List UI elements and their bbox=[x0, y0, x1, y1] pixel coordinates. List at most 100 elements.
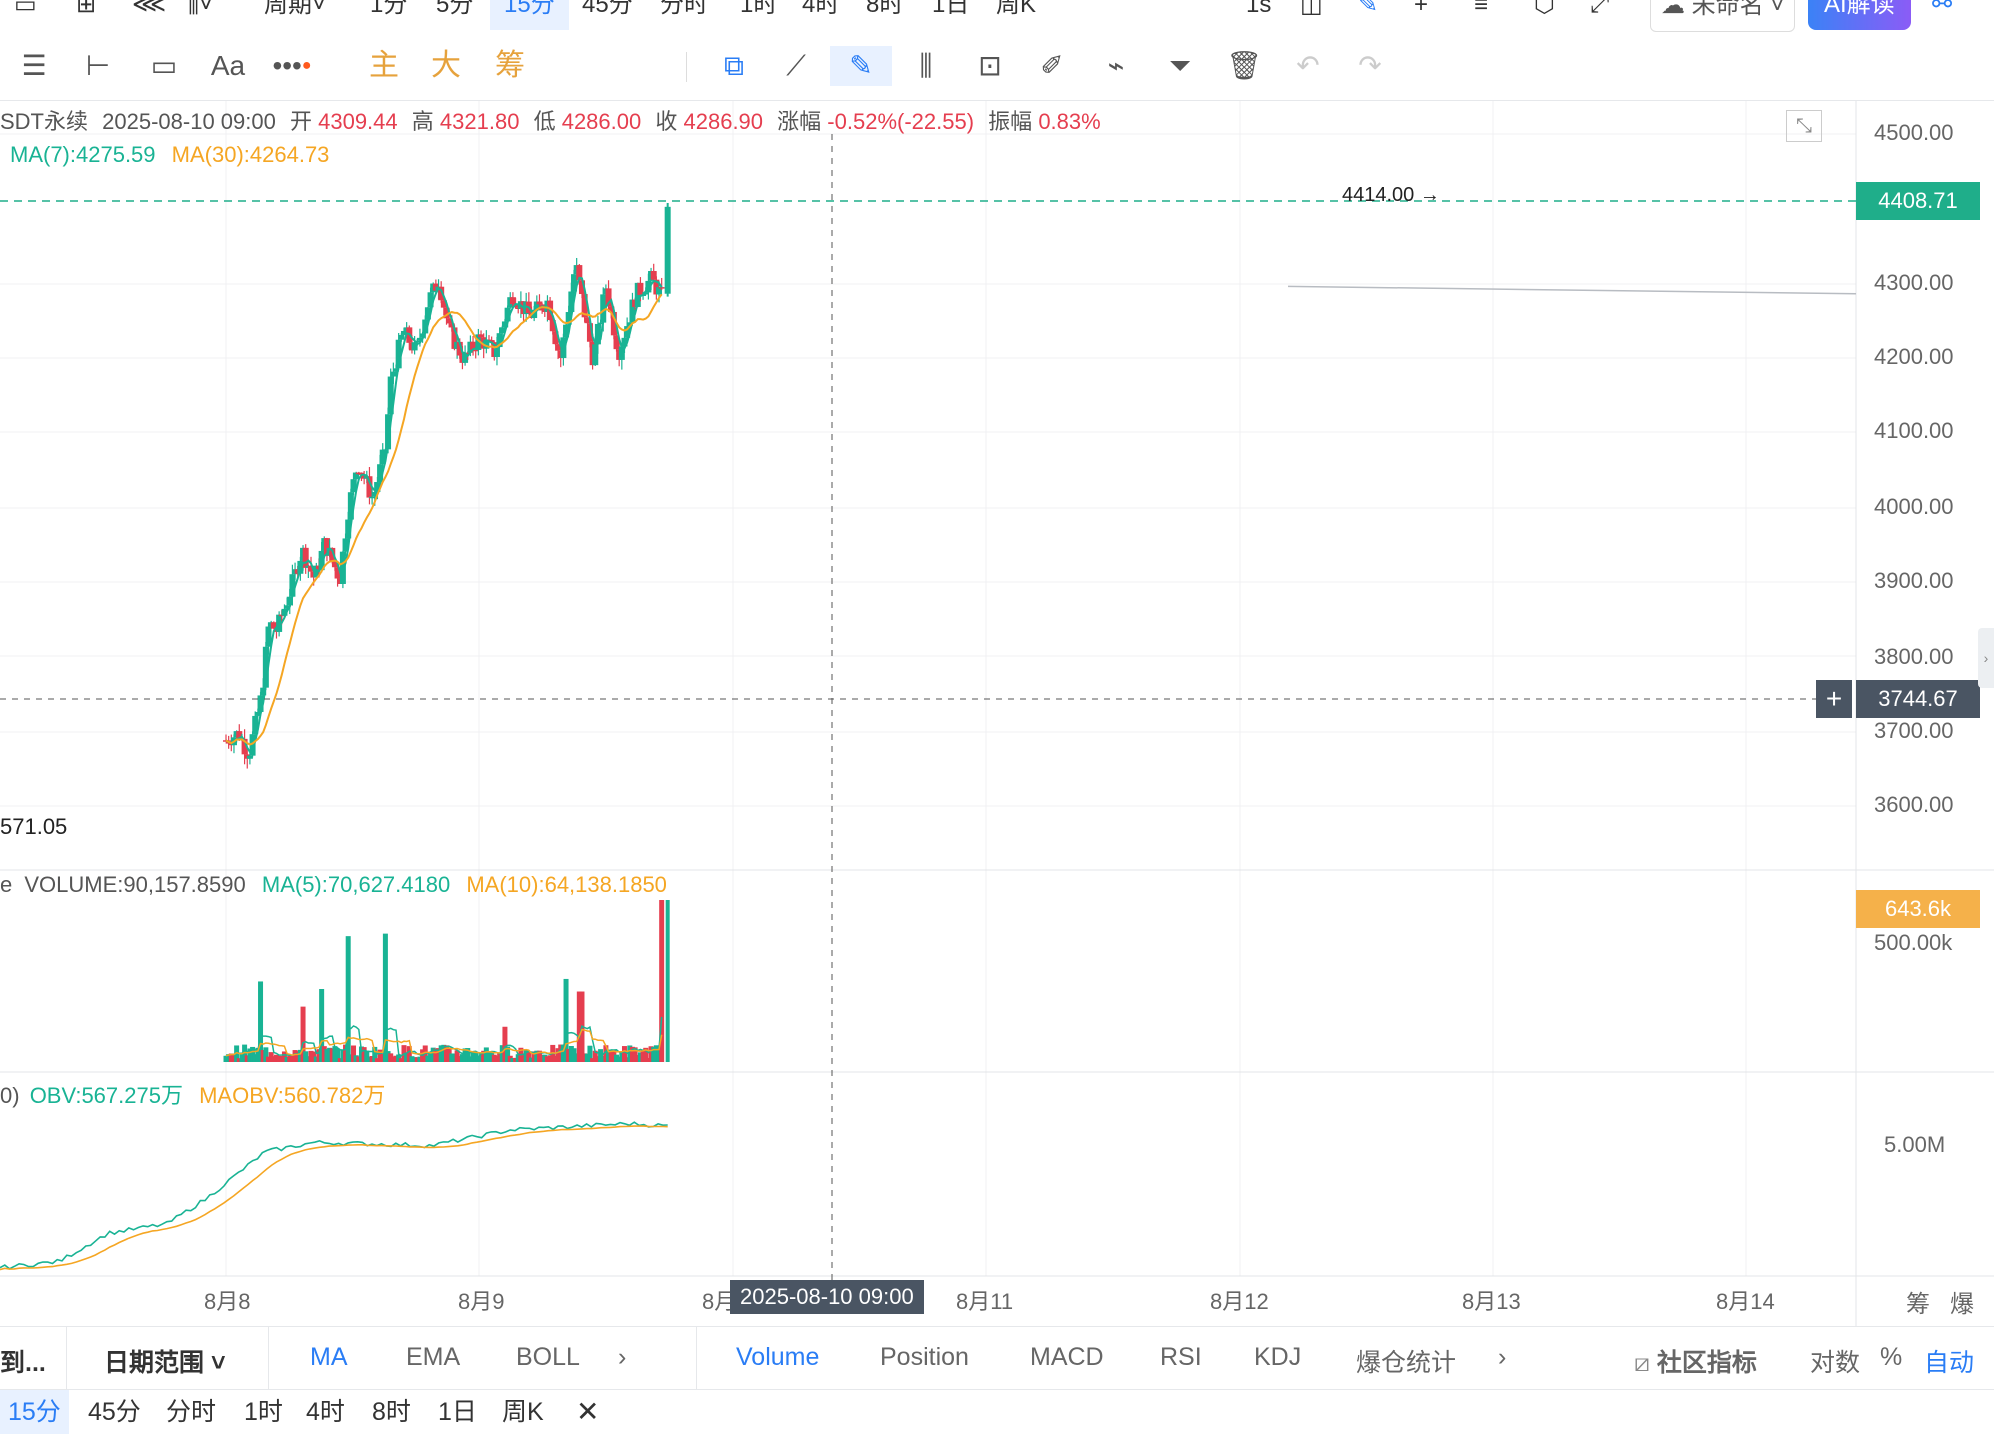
trash-icon[interactable]: 🗑 bbox=[1226, 50, 1262, 81]
text-tool-icon[interactable]: Aa bbox=[210, 50, 246, 81]
obv-value: OBV:567.275万 bbox=[29, 1083, 183, 1108]
undo-icon[interactable]: ↶ bbox=[1296, 50, 1320, 81]
percent-toggle[interactable]: % bbox=[1880, 1343, 1903, 1371]
candle-body bbox=[509, 297, 516, 305]
btf-week[interactable]: 周K bbox=[502, 1398, 544, 1426]
compare-icon[interactable]: ⋘ bbox=[132, 0, 167, 18]
btf-15m[interactable]: 15分 bbox=[0, 1390, 69, 1434]
close-timeframe-icon[interactable]: ✕ bbox=[576, 1396, 600, 1427]
btf-1h[interactable]: 1时 bbox=[244, 1398, 283, 1426]
candle-type-icon[interactable]: ⫼˅ bbox=[188, 0, 214, 18]
community-indicator-button[interactable]: ⧄ 社区指标 bbox=[1634, 1349, 1757, 1377]
speed-label[interactable]: 1s bbox=[1246, 0, 1272, 18]
share-icon[interactable]: ⚯ bbox=[1932, 0, 1953, 18]
log-scale-toggle[interactable]: 对数 bbox=[1810, 1349, 1861, 1377]
magnet-icon[interactable]: ⌁ bbox=[1107, 50, 1125, 81]
volume-bar bbox=[319, 989, 325, 1062]
pen-tool-icon[interactable]: ✎ bbox=[830, 46, 892, 86]
amplitude-value: 0.83% bbox=[1038, 109, 1101, 134]
auto-scale-toggle[interactable]: 自动 bbox=[1924, 1349, 1975, 1377]
camera-icon[interactable]: ◫ bbox=[1300, 0, 1323, 18]
btf-45m[interactable]: 45分 bbox=[88, 1398, 141, 1426]
volume-bar bbox=[651, 1046, 657, 1062]
tf-45m[interactable]: 45分 bbox=[582, 0, 633, 18]
settings-list-icon[interactable]: ≡ bbox=[1474, 0, 1489, 18]
volume-bar bbox=[473, 1052, 479, 1062]
chip-indicator-toggle[interactable]: 筹 bbox=[495, 49, 525, 82]
candle-body bbox=[257, 695, 264, 712]
btf-1d[interactable]: 1日 bbox=[438, 1398, 477, 1426]
horizontal-line-icon[interactable]: ⊢ bbox=[85, 50, 111, 81]
tf-1d[interactable]: 1日 bbox=[932, 0, 970, 18]
draw-icon[interactable]: ✎ bbox=[1358, 0, 1379, 18]
tf-week[interactable]: 周K bbox=[996, 0, 1037, 18]
drawing-toolbar: ☰ ⊢ ▭ Aa •••● 主 大 筹 ⧉ ⟋ ✎ ⫼ ⊡ ✐ ⌁ ⏷ 🗑 ↶ … bbox=[0, 32, 1994, 101]
candle-body bbox=[427, 292, 434, 308]
volume-bar bbox=[398, 1058, 404, 1062]
tab-kdj[interactable]: KDJ bbox=[1254, 1343, 1302, 1371]
main-more-icon[interactable]: › bbox=[618, 1343, 627, 1371]
tf-4h[interactable]: 4时 bbox=[802, 0, 840, 18]
redo-icon[interactable]: ↷ bbox=[1358, 50, 1382, 81]
open-label: 开 bbox=[289, 109, 312, 134]
tf-15m[interactable]: 15分 bbox=[490, 0, 569, 30]
layout-name-dropdown[interactable]: ☁ 未命名 ˅ bbox=[1650, 0, 1796, 32]
date-range-dropdown[interactable]: 日期范围 ˅ bbox=[104, 1349, 226, 1377]
expand-icon[interactable]: ⤡ bbox=[1786, 110, 1822, 142]
add-indicator-icon[interactable]: + bbox=[1414, 0, 1429, 18]
tab-liquidation[interactable]: 爆仓统计 bbox=[1356, 1349, 1457, 1377]
volume-bar bbox=[592, 1050, 598, 1062]
tab-macd[interactable]: MACD bbox=[1030, 1343, 1104, 1371]
ai-interpret-button[interactable]: AI解读 bbox=[1808, 0, 1911, 30]
btf-8h[interactable]: 8时 bbox=[372, 1398, 411, 1426]
fullscreen-icon[interactable]: ⤢ bbox=[1590, 0, 1610, 18]
goto-button[interactable]: 到... bbox=[0, 1349, 46, 1377]
volume-bar bbox=[454, 1050, 460, 1062]
btf-4h[interactable]: 4时 bbox=[306, 1398, 345, 1426]
last-price-tag: 4408.71 bbox=[1856, 182, 1980, 220]
candle-body bbox=[493, 347, 500, 357]
tf-1m[interactable]: 1分 bbox=[370, 0, 408, 18]
filter-icon[interactable]: ⏷ bbox=[1168, 50, 1192, 81]
candles-icon[interactable]: ⫼ bbox=[919, 50, 933, 81]
candle-body bbox=[650, 271, 657, 280]
shield-icon[interactable]: ⬡ bbox=[1534, 0, 1555, 18]
sub-more-icon[interactable]: › bbox=[1498, 1343, 1507, 1371]
chip-corner-label[interactable]: 筹 bbox=[1906, 1291, 1930, 1318]
close-value: 4286.90 bbox=[683, 109, 764, 134]
volume-bar bbox=[547, 1055, 553, 1062]
ruler-icon[interactable]: ⟋ bbox=[786, 50, 806, 81]
tab-ma[interactable]: MA bbox=[310, 1343, 348, 1371]
period-dropdown[interactable]: 周期˅ bbox=[264, 0, 327, 18]
add-alert-icon[interactable]: + bbox=[1816, 680, 1852, 718]
grid-icon[interactable]: ⊞ bbox=[76, 0, 97, 18]
tab-boll[interactable]: BOLL bbox=[516, 1343, 580, 1371]
layout-icon[interactable]: ▭ bbox=[14, 0, 37, 18]
panel-collapse-handle[interactable]: › bbox=[1978, 628, 1994, 688]
volume-bar bbox=[260, 1049, 266, 1062]
tf-timeline[interactable]: 分时 bbox=[660, 0, 708, 18]
volume-bar bbox=[236, 1058, 242, 1062]
copy-icon[interactable]: ⧉ bbox=[724, 50, 744, 81]
big-indicator-toggle[interactable]: 大 bbox=[431, 49, 461, 82]
more-icon[interactable]: •••● bbox=[272, 50, 312, 81]
liq-corner-label[interactable]: 爆 bbox=[1950, 1291, 1974, 1318]
candle-body bbox=[576, 265, 583, 281]
volume-bar bbox=[486, 1052, 492, 1062]
tf-1h[interactable]: 1时 bbox=[740, 0, 778, 18]
candle-body bbox=[555, 344, 562, 351]
main-indicator-toggle[interactable]: 主 bbox=[369, 49, 399, 82]
menu-icon[interactable]: ☰ bbox=[21, 50, 47, 81]
lock-icon[interactable]: ⊡ bbox=[978, 50, 1002, 81]
tab-rsi[interactable]: RSI bbox=[1160, 1343, 1202, 1371]
tf-8h[interactable]: 8时 bbox=[866, 0, 904, 18]
tab-volume[interactable]: Volume bbox=[736, 1343, 820, 1371]
rectangle-icon[interactable]: ▭ bbox=[150, 50, 178, 81]
tab-ema[interactable]: EMA bbox=[406, 1343, 461, 1371]
tf-5m[interactable]: 5分 bbox=[436, 0, 474, 18]
edit-note-icon[interactable]: ✐ bbox=[1040, 50, 1064, 81]
crosshair-date-tag: 2025-08-10 09:00 bbox=[730, 1280, 924, 1314]
btf-timeline[interactable]: 分时 bbox=[166, 1398, 217, 1426]
tab-position[interactable]: Position bbox=[880, 1343, 969, 1371]
